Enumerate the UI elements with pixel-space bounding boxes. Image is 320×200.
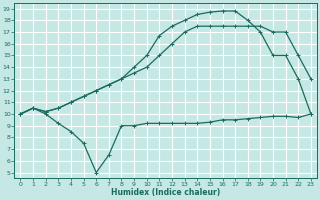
X-axis label: Humidex (Indice chaleur): Humidex (Indice chaleur) [111, 188, 220, 197]
